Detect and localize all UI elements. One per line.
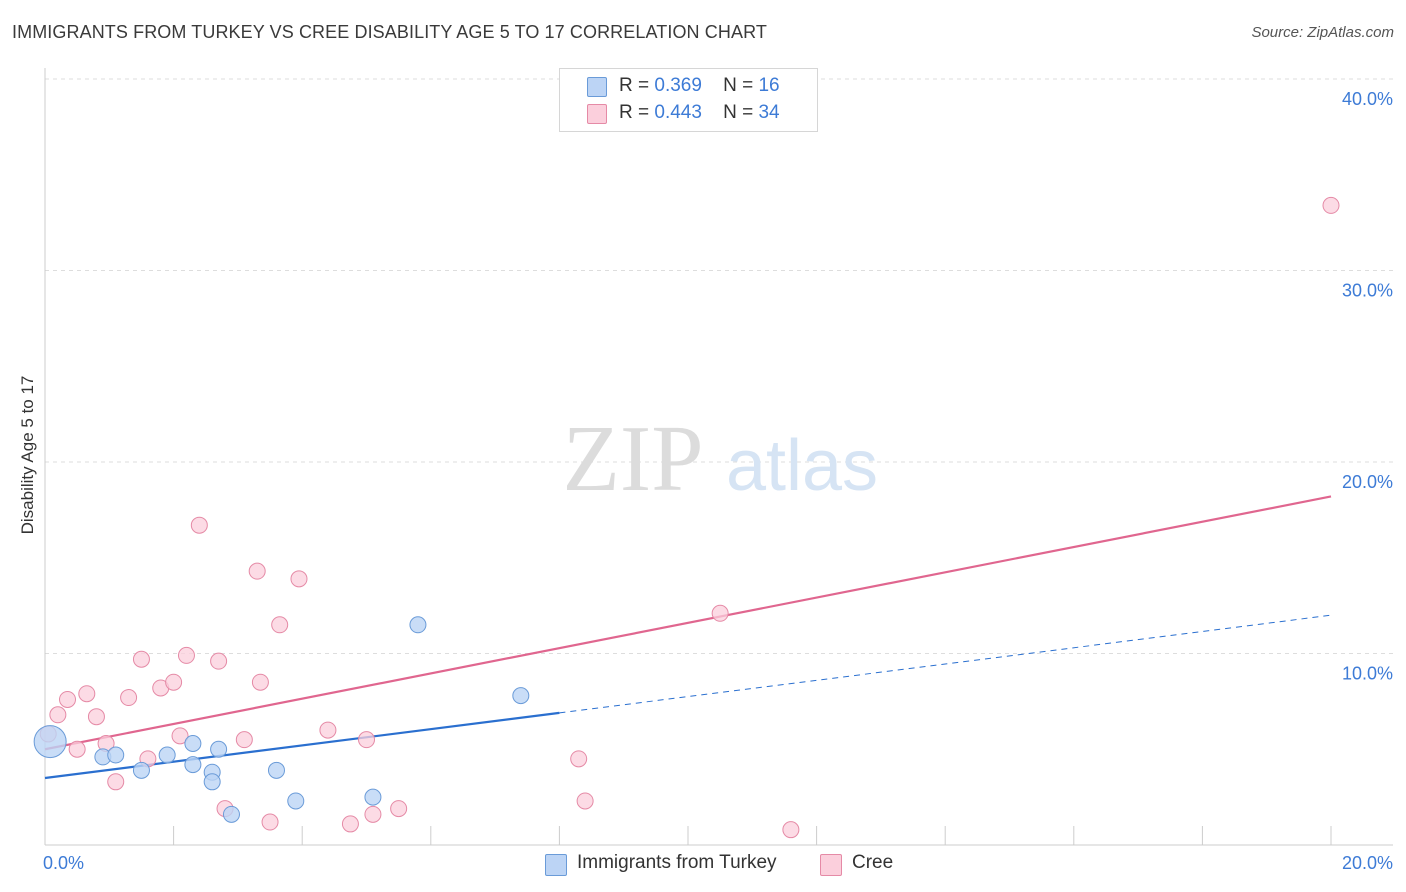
data-point-cree <box>248 562 266 580</box>
data-point-cree <box>190 516 208 534</box>
data-point-cree <box>68 740 86 758</box>
trend-line-turkey-extension <box>559 614 1332 714</box>
watermark-zip: ZIP <box>563 407 704 511</box>
data-point-turkey <box>210 740 228 758</box>
chart-title: IMMIGRANTS FROM TURKEY VS CREE DISABILIT… <box>12 22 767 42</box>
zipatlas-watermark: ZIP atlas <box>563 407 879 511</box>
legend-n-label: N = <box>723 102 754 123</box>
data-point-turkey <box>364 788 382 806</box>
data-point-turkey <box>158 746 176 764</box>
bottom-legend-label-turkey: Immigrants from Turkey <box>577 852 777 873</box>
data-point-turkey <box>512 687 530 705</box>
legend-r-label: R = <box>619 75 650 96</box>
data-point-cree <box>782 821 800 839</box>
legend-r-value-turkey: 0.369 <box>654 75 702 96</box>
data-point-turkey <box>267 761 285 779</box>
gridlines <box>45 78 1393 654</box>
y-tick-label: 40.0% <box>1342 89 1393 109</box>
bottom-legend-swatch-cree <box>820 854 842 876</box>
data-point-cree <box>132 650 150 668</box>
data-point-cree <box>120 689 138 707</box>
data-point-cree <box>210 652 228 670</box>
y-axis-label: Disability Age 5 to 17 <box>18 375 37 535</box>
data-point-cree <box>165 673 183 691</box>
data-point-cree <box>358 731 375 749</box>
chart-source: Source: ZipAtlas.com <box>1251 24 1394 41</box>
legend-n-value-cree: 34 <box>758 102 780 123</box>
y-tick-label: 30.0% <box>1342 281 1393 301</box>
axes <box>44 68 1393 846</box>
data-point-cree <box>87 708 105 726</box>
data-point-turkey <box>222 805 240 823</box>
data-point-cree <box>107 773 125 791</box>
data-points <box>33 196 1340 839</box>
data-point-cree <box>271 616 289 634</box>
data-point-cree <box>261 813 279 831</box>
legend-r-value-cree: 0.443 <box>654 102 702 123</box>
data-point-turkey <box>33 725 67 759</box>
y-tick-label: 10.0% <box>1342 664 1393 684</box>
data-point-cree <box>177 646 195 664</box>
data-point-cree <box>570 750 588 768</box>
bottom-legend-label-cree: Cree <box>852 852 894 873</box>
data-point-turkey <box>184 756 202 774</box>
trend-line-turkey <box>44 711 560 780</box>
legend-n-value-turkey: 16 <box>758 75 780 96</box>
data-point-cree <box>711 604 729 622</box>
data-point-cree <box>235 731 253 749</box>
data-point-turkey <box>132 761 150 779</box>
stats-legend: R = 0.369 N = 16 R = 0.443 N = 34 <box>559 68 818 132</box>
data-point-cree <box>1322 196 1340 214</box>
legend-r-label: R = <box>619 102 650 123</box>
data-point-cree <box>319 721 337 739</box>
legend-n-label: N = <box>723 75 754 96</box>
data-point-cree <box>390 800 408 818</box>
legend-swatch-cree <box>587 104 607 124</box>
trend-lines <box>44 495 1332 780</box>
data-point-turkey <box>409 616 427 634</box>
data-point-cree <box>251 673 269 691</box>
trend-line-cree <box>44 495 1332 751</box>
data-point-turkey <box>203 773 221 791</box>
bottom-legend-swatch-turkey <box>545 854 567 876</box>
data-point-cree <box>341 815 359 833</box>
data-point-turkey <box>107 746 125 764</box>
tick-labels: 10.0% 20.0% 30.0% 40.0% 0.0% 20.0% <box>43 89 1393 873</box>
data-point-cree <box>576 792 594 810</box>
x-tick-label: 0.0% <box>43 853 84 873</box>
data-point-cree <box>171 727 189 745</box>
data-point-cree <box>59 690 77 708</box>
data-point-cree <box>290 570 308 588</box>
watermark-atlas: atlas <box>726 426 878 506</box>
data-point-cree <box>78 685 96 703</box>
y-tick-label: 20.0% <box>1342 472 1393 492</box>
data-point-turkey <box>287 792 305 810</box>
legend-swatch-turkey <box>587 77 607 97</box>
x-tick-label: 20.0% <box>1342 853 1393 873</box>
data-point-turkey <box>184 735 202 753</box>
data-point-cree <box>364 805 382 823</box>
data-point-cree <box>49 706 67 724</box>
